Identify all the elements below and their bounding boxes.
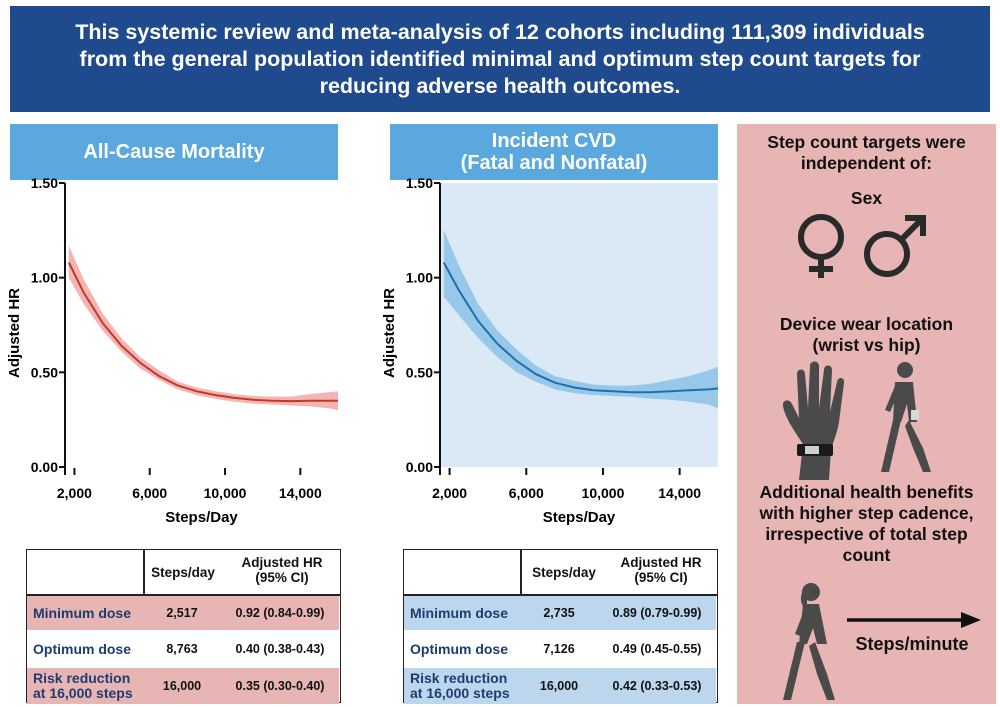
table-row-label: Optimum dose [410, 640, 509, 657]
confidence-band [68, 245, 339, 411]
table-cell-hr: 0.92 (0.84-0.99) [221, 596, 339, 630]
adjusted-hr-header: Adjusted HR (95% CI) [241, 555, 323, 585]
y-tick-label: 1.00 [406, 270, 433, 286]
table-row-label: Risk reduction at 16,000 steps [27, 668, 143, 704]
targets-sidebar: Step count targets were independent of: … [737, 124, 996, 704]
y-tick-label: 0.00 [406, 459, 433, 475]
sex-icons [798, 214, 926, 278]
table-cell-steps: 8,763 [166, 642, 198, 656]
walking-woman-icon [783, 583, 835, 700]
device-icons [782, 361, 931, 480]
table-cell-steps: 16,000 [520, 668, 598, 704]
x-tick-label: 2,000 [57, 485, 92, 501]
x-tick-label: 14,000 [279, 485, 322, 501]
table-row-label: Risk reduction at 16,000 steps [404, 668, 520, 704]
y-tick-label: 1.50 [31, 175, 58, 191]
x-tick-label: 6,000 [509, 485, 544, 501]
table-cell-hr: 0.35 (0.30-0.40) [221, 668, 339, 704]
summary-banner: This systemic review and meta-analysis o… [10, 6, 990, 112]
hr-curve [442, 262, 719, 394]
hr-curve [67, 262, 338, 403]
y-tick-label: 0.00 [31, 459, 58, 475]
x-axis-label: Steps/Day [165, 509, 238, 526]
mortality-chart-title: All-Cause Mortality [83, 141, 265, 163]
mortality-panel-header: All-Cause Mortality [10, 124, 338, 180]
y-tick-label: 1.50 [406, 175, 433, 191]
table-cell-hr: 0.49 (0.45-0.55) [612, 642, 702, 656]
x-tick-label: 10,000 [582, 485, 625, 501]
mortality-chart: 0.00 0.50 1.00 1.50 2,000 6,000 10,000 14,000 St… [6, 175, 339, 526]
table-row-label: Minimum dose [27, 596, 143, 630]
y-tick-label: 0.50 [406, 364, 433, 380]
y-tick-label: 1.00 [31, 270, 58, 286]
male-symbol-icon [864, 215, 926, 277]
steps-per-day-header: Steps/day [532, 565, 596, 580]
table-row-label: Optimum dose [33, 640, 132, 657]
table-cell-hr: 0.40 (0.38-0.43) [235, 642, 325, 656]
mortality-dose-table: Steps/day Adjusted HR (95% CI) Minimum d… [26, 549, 341, 704]
table-row-label: Minimum dose [404, 596, 520, 630]
hand-with-wristband-icon [782, 361, 845, 480]
x-tick-label: 10,000 [204, 485, 247, 501]
y-tick-label: 0.50 [31, 364, 58, 380]
cvd-dose-table: Steps/day Adjusted HR (95% CI) Minimum d… [403, 549, 718, 704]
cadence-label: Additional health benefits with higher s… [759, 482, 974, 565]
walking-person-with-hip-device-icon [881, 362, 931, 472]
female-symbol-icon [798, 214, 844, 278]
steps-per-day-header: Steps/day [151, 565, 215, 580]
x-axis-label: Steps/Day [543, 509, 616, 526]
cvd-chart-title: Incident CVD (Fatal and Nonfatal) [460, 130, 648, 174]
x-tick-label: 6,000 [132, 485, 167, 501]
table-cell-steps: 2,517 [143, 596, 221, 630]
cvd-chart: 0.00 0.50 1.00 1.50 2,000 6,000 10,000 14,000 St… [381, 175, 719, 526]
right-arrow-icon [847, 612, 981, 628]
adjusted-hr-header: Adjusted HR (95% CI) [620, 555, 702, 585]
x-tick-label: 14,000 [658, 485, 701, 501]
device-label: Device wear location (wrist vs hip) [779, 314, 954, 355]
confidence-band [443, 230, 718, 409]
table-cell-hr: 0.89 (0.79-0.99) [598, 596, 716, 630]
y-axis-label: Adjusted HR [381, 288, 398, 378]
sex-label: Sex [850, 188, 883, 208]
table-cell-steps: 7,126 [543, 642, 575, 656]
cvd-panel-header: Incident CVD (Fatal and Nonfatal) [390, 124, 718, 180]
table-cell-steps: 2,735 [520, 596, 598, 630]
sidebar-heading: Step count targets were independent of: [767, 132, 966, 173]
x-tick-label: 2,000 [432, 485, 467, 501]
summary-text: This systemic review and meta-analysis o… [75, 19, 925, 98]
y-axis-label: Adjusted HR [6, 288, 23, 378]
table-cell-steps: 16,000 [143, 668, 221, 704]
charts-layer: 0.00 0.50 1.00 1.50 2,000 6,000 10,000 14,000 St… [6, 175, 719, 526]
steps-per-minute-label: Steps/minute [855, 634, 969, 654]
table-cell-hr: 0.42 (0.33-0.53) [598, 668, 716, 704]
